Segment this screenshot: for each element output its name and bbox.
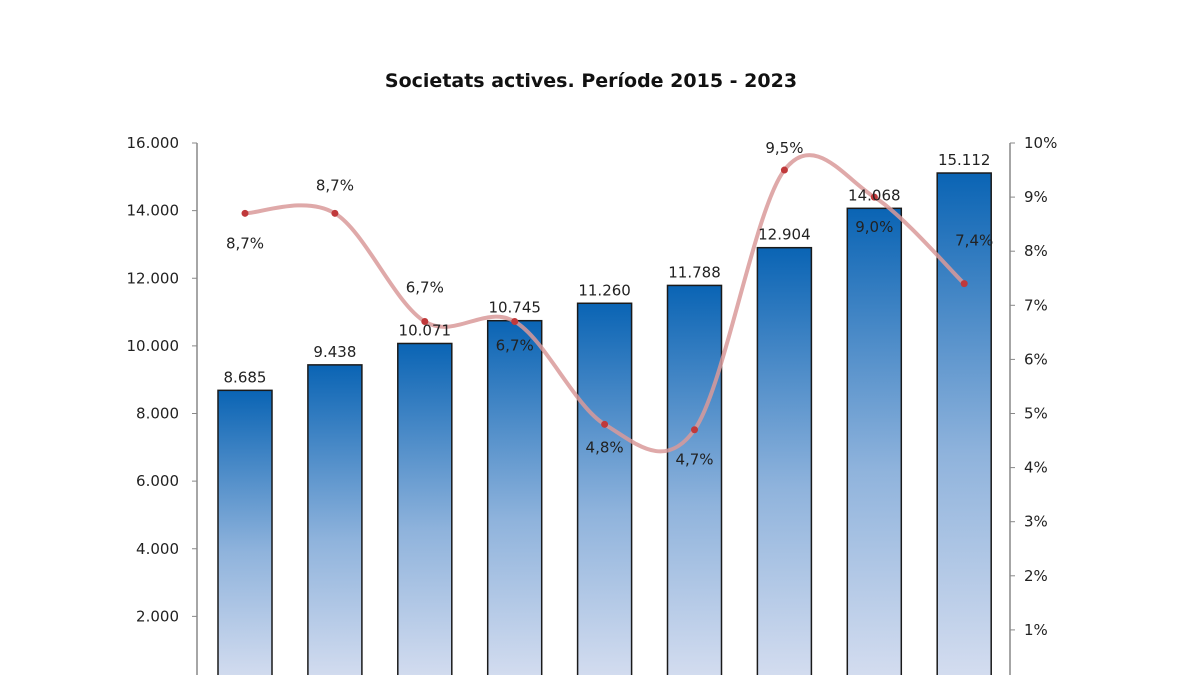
- growth-marker-2021: [780, 166, 788, 174]
- right-tick-label: 8%: [1024, 242, 1048, 260]
- growth-value-label: 9,0%: [855, 218, 893, 236]
- chart-title: Societats actives. Període 2015 - 2023: [385, 70, 797, 92]
- growth-marker-2018: [511, 318, 519, 326]
- bar-2021: [756, 246, 813, 675]
- left-tick-label: 14.000: [127, 202, 180, 220]
- growth-value-label: 8,7%: [316, 176, 354, 194]
- bar-value-label: 8.685: [224, 368, 267, 386]
- right-tick-label: 4%: [1024, 459, 1048, 477]
- bar-2023: [936, 172, 992, 675]
- growth-marker-2017: [421, 318, 429, 326]
- bar-value-label: 14.068: [848, 186, 901, 204]
- growth-marker-2015: [241, 209, 249, 217]
- bar-value-label: 11.788: [668, 263, 721, 281]
- growth-value-label: 4,7%: [675, 451, 713, 469]
- growth-marker-2020: [691, 426, 698, 434]
- bar-2019: [576, 302, 633, 675]
- bar-2018: [486, 319, 543, 675]
- right-tick-label: 5%: [1024, 405, 1048, 423]
- left-tick-label: 2.000: [136, 607, 179, 625]
- growth-marker-2019: [601, 420, 609, 428]
- left-tick-label: 4.000: [136, 540, 179, 558]
- growth-value-label: 7,4%: [955, 232, 993, 250]
- bar-2016: [307, 364, 363, 675]
- growth-value-label: 9,5%: [765, 139, 803, 157]
- bar-value-label: 9.438: [313, 343, 356, 361]
- left-tick-label: 16.000: [127, 134, 180, 152]
- growth-value-label: 8,7%: [226, 234, 264, 252]
- left-tick-label: 6.000: [136, 472, 179, 490]
- right-tick-label: 1%: [1024, 621, 1048, 639]
- growth-marker-2022: [870, 193, 878, 201]
- bar-2017: [397, 342, 453, 675]
- bar-value-label: 12.904: [758, 226, 811, 244]
- bar-value-label: 10.071: [399, 321, 452, 339]
- growth-marker-2016: [331, 209, 339, 217]
- bar-2015: [217, 389, 273, 675]
- right-tick-label: 10%: [1024, 134, 1057, 152]
- growth-value-label: 6,7%: [496, 337, 534, 355]
- right-tick-label: 7%: [1024, 296, 1048, 314]
- growth-value-label: 6,7%: [406, 279, 444, 297]
- left-tick-label: 10.000: [127, 337, 180, 355]
- bar-value-label: 11.260: [578, 281, 631, 299]
- bar-2022: [846, 207, 903, 675]
- bar-value-label: 10.745: [488, 299, 541, 317]
- left-tick-label: 12.000: [127, 269, 180, 287]
- right-tick-label: 9%: [1024, 188, 1048, 206]
- growth-marker-2023: [960, 280, 968, 288]
- left-tick-label: 8.000: [136, 405, 179, 423]
- bar-2020: [666, 284, 723, 675]
- right-tick-label: 2%: [1024, 567, 1048, 585]
- growth-value-label: 4,8%: [586, 438, 624, 456]
- growth-line: [244, 153, 966, 454]
- bar-value-label: 15.112: [938, 151, 991, 169]
- right-tick-label: 3%: [1024, 513, 1048, 531]
- right-tick-label: 6%: [1024, 350, 1048, 368]
